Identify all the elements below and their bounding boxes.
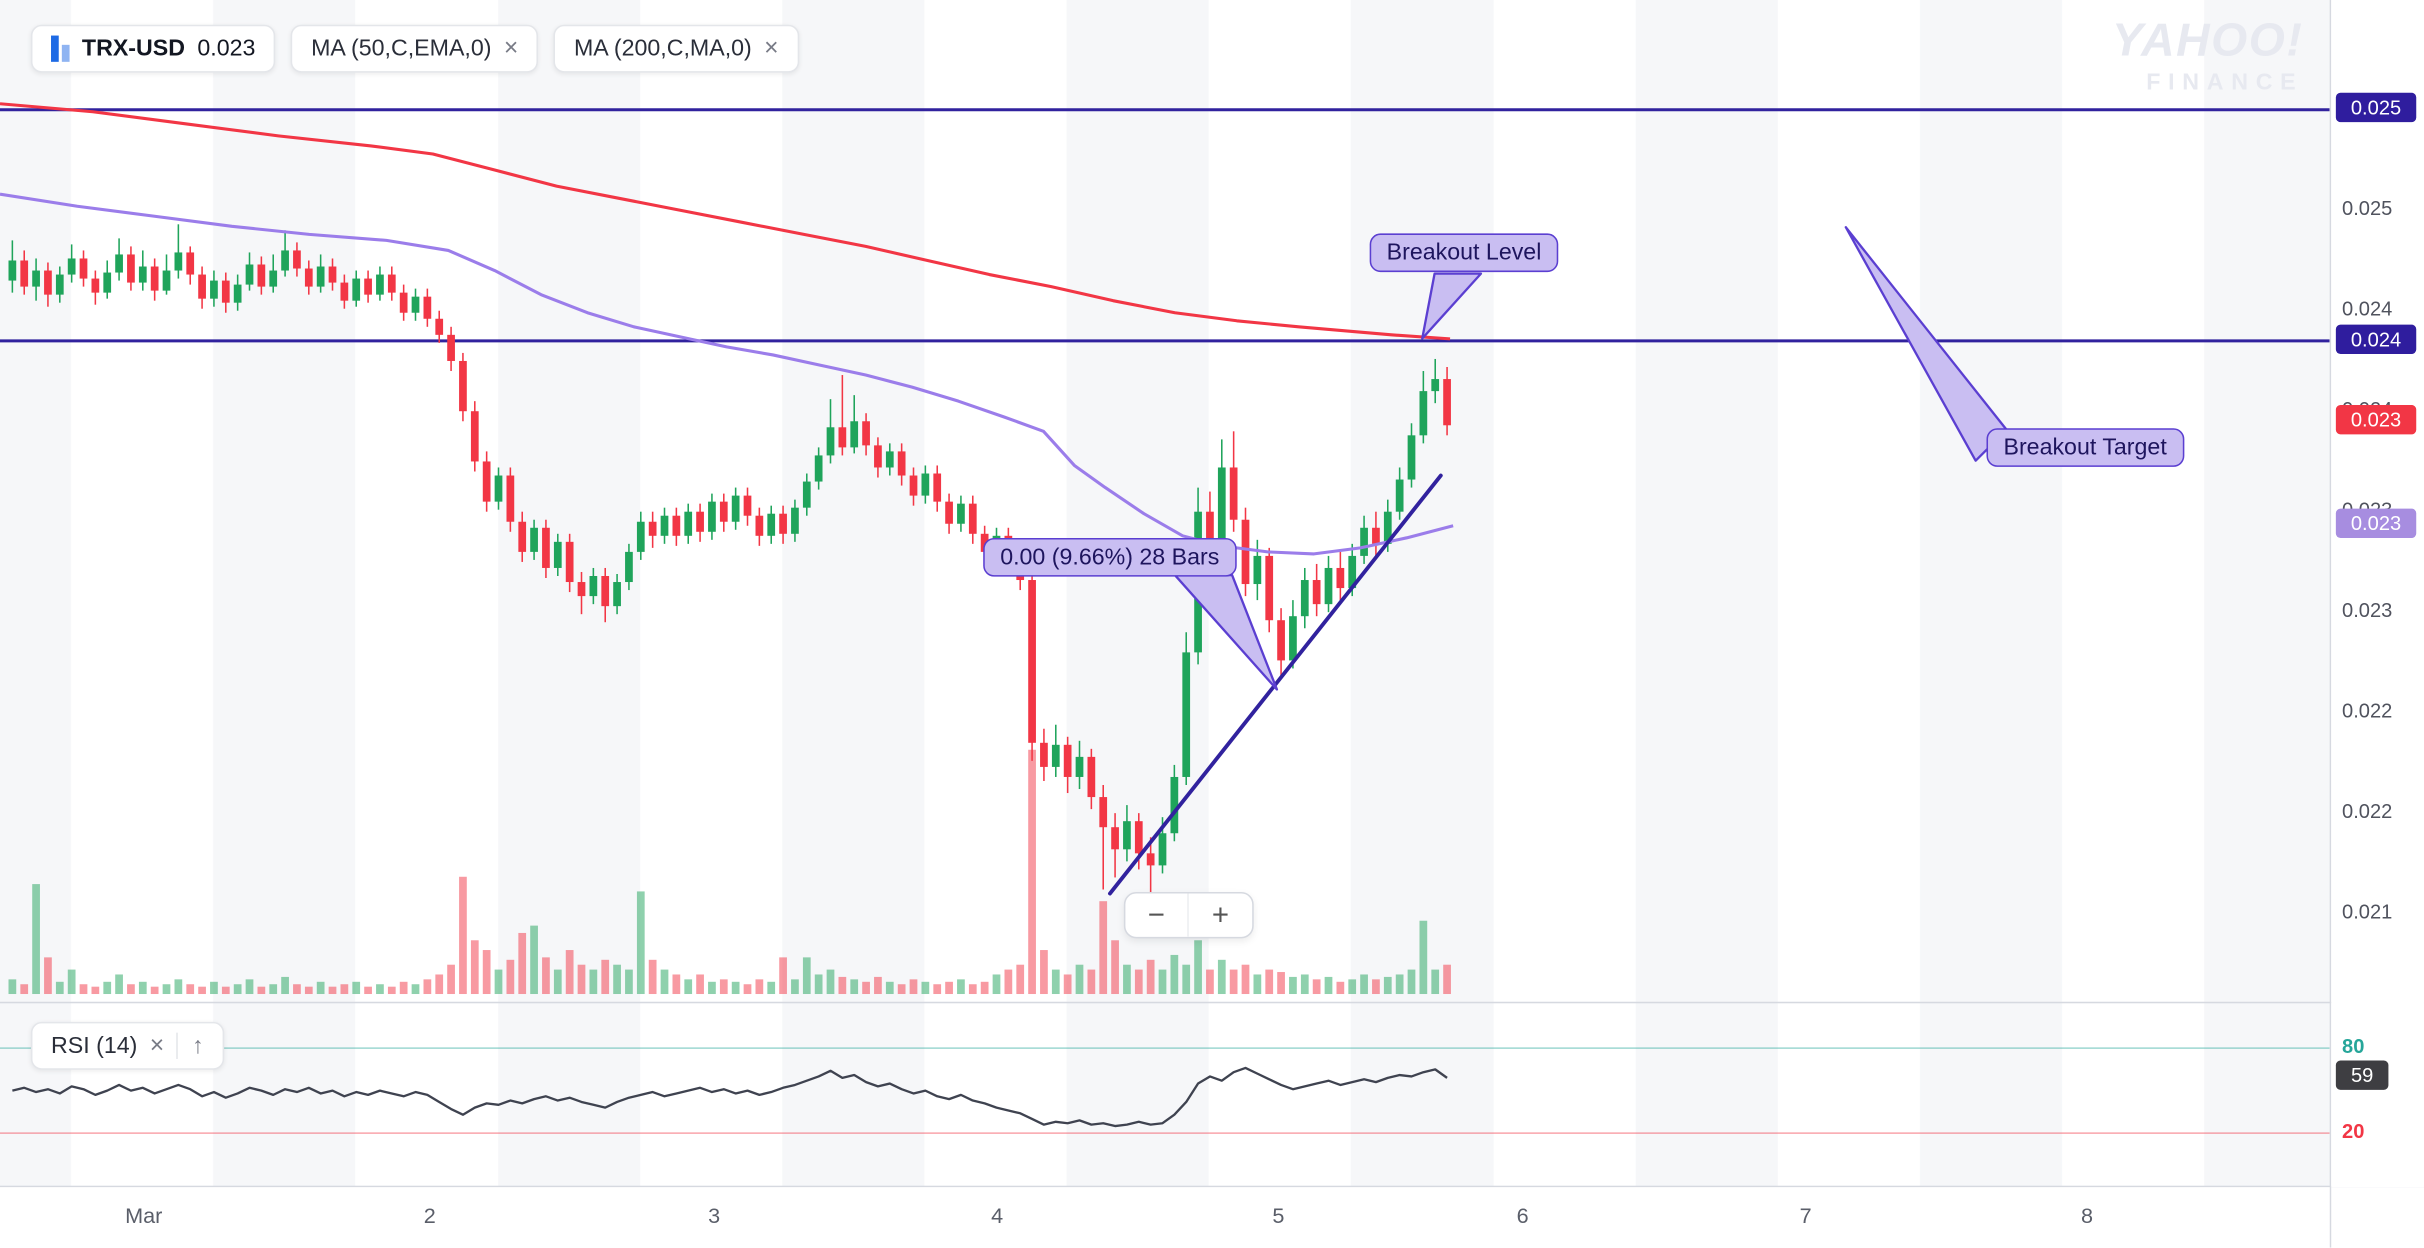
- symbol-legend-chip[interactable]: TRX-USD 0.023: [30, 24, 276, 73]
- price-tick: 0.024: [2342, 296, 2393, 321]
- time-tick: 6: [1516, 1202, 1529, 1228]
- ma50-label: MA (50,C,EMA,0): [311, 35, 492, 62]
- time-tick: 2: [423, 1202, 436, 1228]
- pane-divider[interactable]: [0, 1001, 2424, 1004]
- time-axis-divider: [0, 1185, 2424, 1188]
- symbol-label: TRX-USD: [81, 35, 186, 62]
- zoom-control: − +: [1123, 891, 1254, 939]
- zoom-out-button[interactable]: −: [1125, 893, 1189, 937]
- zoom-in-button[interactable]: +: [1189, 894, 1252, 937]
- rsi-legend-chip[interactable]: RSI (14) × ↑: [30, 1021, 224, 1070]
- price-axis-divider: [2329, 0, 2332, 1248]
- time-tick: Mar: [125, 1202, 163, 1228]
- price-tick: 0.023: [2342, 598, 2393, 622]
- time-tick: 8: [2080, 1202, 2093, 1228]
- chart-svg: [0, 102, 2330, 1134]
- rsi-level-label: 80: [2342, 1034, 2365, 1058]
- price-badge: 0.023: [2335, 508, 2417, 539]
- rsi-level-label: 20: [2342, 1119, 2365, 1143]
- rsi-value-badge: 59: [2335, 1060, 2389, 1091]
- time-axis[interactable]: Mar 2 3 4 5 6 7 8: [0, 1187, 2330, 1248]
- ma200-legend-chip[interactable]: MA (200,C,MA,0) ×: [553, 24, 799, 73]
- price-tick: 0.022: [2342, 698, 2393, 722]
- price-badge: 0.023: [2335, 404, 2417, 434]
- price-tick: 0.025: [2342, 196, 2393, 220]
- move-pane-up-icon[interactable]: ↑: [176, 1032, 204, 1059]
- rsi-label: RSI (14): [51, 1032, 138, 1059]
- yahoo-finance-watermark: YAHOO! FINANCE: [2056, 15, 2303, 95]
- watermark-yahoo: YAHOO!: [2112, 15, 2304, 67]
- price-tick: 0.022: [2342, 799, 2393, 823]
- series-bars-icon: [51, 35, 70, 62]
- measure-annotation[interactable]: 0.00 (9.66%) 28 Bars: [983, 537, 1237, 577]
- breakout-level-annotation[interactable]: Breakout Level: [1369, 233, 1559, 273]
- close-icon[interactable]: ×: [503, 34, 519, 62]
- breakout-target-annotation[interactable]: Breakout Target: [1986, 428, 2184, 467]
- price-tick: 0.021: [2342, 899, 2393, 923]
- time-tick: 3: [708, 1202, 721, 1228]
- time-tick: 5: [1272, 1202, 1285, 1228]
- close-icon[interactable]: ×: [764, 34, 779, 62]
- time-tick: 4: [991, 1202, 1004, 1228]
- close-icon[interactable]: ×: [149, 1031, 165, 1059]
- ma200-label: MA (200,C,MA,0): [573, 35, 752, 62]
- price-badge: 0.024: [2335, 323, 2417, 354]
- watermark-finance: FINANCE: [2146, 69, 2304, 96]
- legend-row: TRX-USD 0.023 MA (50,C,EMA,0) × MA (200,…: [30, 24, 799, 73]
- price-badge: 0.025: [2335, 92, 2417, 123]
- symbol-last-value: 0.023: [197, 35, 256, 62]
- time-tick: 7: [1799, 1202, 1812, 1228]
- ma50-legend-chip[interactable]: MA (50,C,EMA,0) ×: [290, 24, 539, 73]
